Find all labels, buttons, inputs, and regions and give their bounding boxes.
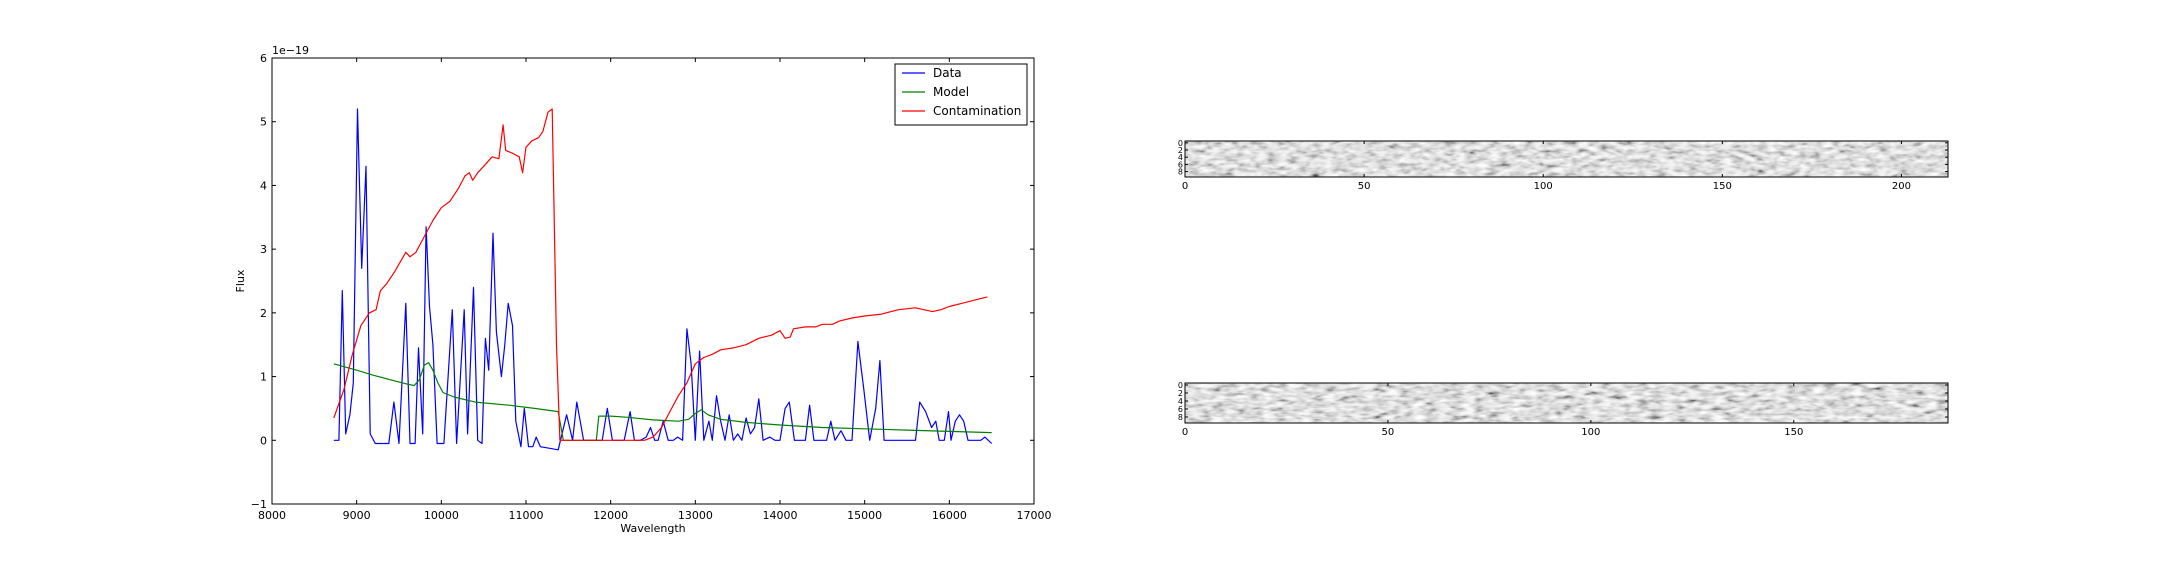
heatmap-x-tick-label: 50 [1382,427,1395,438]
heatmap-y-tick-label: 2 [1178,146,1183,155]
y-tick-label: 1 [260,371,267,384]
x-tick-label: 13000 [678,509,713,522]
heatmap-y-tick-label: 4 [1178,153,1183,162]
legend-label-model: Model [933,85,969,99]
heatmap-y-tick-label: 0 [1178,139,1183,148]
heatmap-image [1185,141,1948,177]
heatmap-frame [1184,382,1949,424]
y-offset-text: 1e−19 [272,44,309,57]
x-tick-label: 17000 [1017,509,1052,522]
legend-label-contamination: Contamination [933,104,1021,118]
heatmap-x-tick-label: 100 [1581,427,1600,438]
series-lines [333,108,993,451]
spectrum-line-chart: 8000 9000 10000 11000 12000 13000 14000 15000 16… [234,44,1052,535]
y-tick-label: 3 [260,243,267,256]
legend-box [894,63,1028,126]
y-tick-label: 4 [260,179,267,192]
x-tick-label: 9000 [343,509,371,522]
y-tick-label: −1 [251,498,267,511]
x-axis-label: Wavelength [620,522,685,535]
x-tick-label: 16000 [932,509,967,522]
x-tick-label: 11000 [509,509,544,522]
y-tick-label: 5 [260,116,267,129]
contamination-series-line [333,108,988,441]
x-tick-label: 14000 [763,509,798,522]
heatmap-x-tick-label: 200 [1892,181,1911,192]
x-axis-ticks: 8000 9000 10000 11000 12000 13000 14000 15000 16… [258,58,1052,522]
heatmap-y-tick-label: 6 [1178,405,1183,414]
heatmap-x-tick-label: 50 [1358,181,1371,192]
heatmap-y-tick-label: 4 [1178,397,1183,406]
heatmap-y-tick-label: 8 [1178,413,1183,422]
y-tick-label: 0 [260,434,267,447]
heatmap-x-tick-label: 100 [1534,181,1553,192]
x-tick-label: 15000 [847,509,882,522]
plot-frame [271,57,1035,505]
y-tick-label: 2 [260,307,267,320]
x-tick-label: 10000 [424,509,459,522]
data-series-line [333,108,993,451]
model-series-line [333,362,992,441]
legend: Data Model Contamination [894,63,1028,126]
heatmap-y-tick-label: 0 [1178,381,1183,390]
x-tick-label: 12000 [593,509,628,522]
heatmap-y-tick-label: 2 [1178,389,1183,398]
legend-label-data: Data [933,66,962,80]
heatmap-y-tick-label: 6 [1178,160,1183,169]
heatmap-x-tick-label: 150 [1713,181,1732,192]
x-tick-label: 8000 [258,509,286,522]
heatmap-x-tick-label: 0 [1182,181,1188,192]
heatmap-y-tick-label: 8 [1178,168,1183,177]
y-tick-label: 6 [260,52,267,65]
heatmap-x-tick-label: 150 [1784,427,1803,438]
y-axis-label: Flux [234,269,247,292]
heatmap-frame [1184,140,1949,178]
heatmap-image [1185,383,1948,423]
heatmap-x-tick-label: 0 [1182,427,1188,438]
